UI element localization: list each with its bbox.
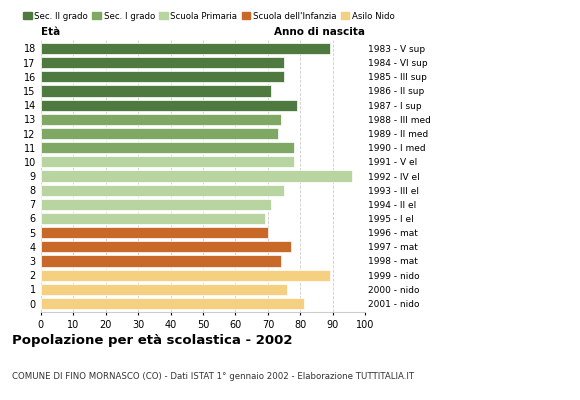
Text: Età: Età bbox=[41, 27, 60, 37]
Bar bbox=[41, 185, 284, 196]
Bar bbox=[41, 156, 294, 167]
Text: COMUNE DI FINO MORNASCO (CO) - Dati ISTAT 1° gennaio 2002 - Elaborazione TUTTITA: COMUNE DI FINO MORNASCO (CO) - Dati ISTA… bbox=[12, 372, 414, 381]
Bar bbox=[41, 227, 268, 238]
Bar bbox=[41, 170, 353, 182]
Bar bbox=[41, 284, 288, 295]
Text: Anno di nascita: Anno di nascita bbox=[274, 27, 365, 37]
Text: Popolazione per età scolastica - 2002: Popolazione per età scolastica - 2002 bbox=[12, 334, 292, 347]
Legend: Sec. II grado, Sec. I grado, Scuola Primaria, Scuola dell'Infanzia, Asilo Nido: Sec. II grado, Sec. I grado, Scuola Prim… bbox=[20, 8, 398, 24]
Bar bbox=[41, 241, 291, 252]
Bar bbox=[41, 270, 329, 281]
Bar bbox=[41, 199, 271, 210]
Bar bbox=[41, 142, 294, 153]
Bar bbox=[41, 57, 284, 68]
Bar bbox=[41, 100, 297, 111]
Bar bbox=[41, 256, 281, 266]
Bar bbox=[41, 86, 271, 96]
Bar bbox=[41, 213, 264, 224]
Bar bbox=[41, 43, 329, 54]
Bar bbox=[41, 114, 281, 125]
Bar bbox=[41, 298, 304, 309]
Bar bbox=[41, 128, 278, 139]
Bar bbox=[41, 71, 284, 82]
